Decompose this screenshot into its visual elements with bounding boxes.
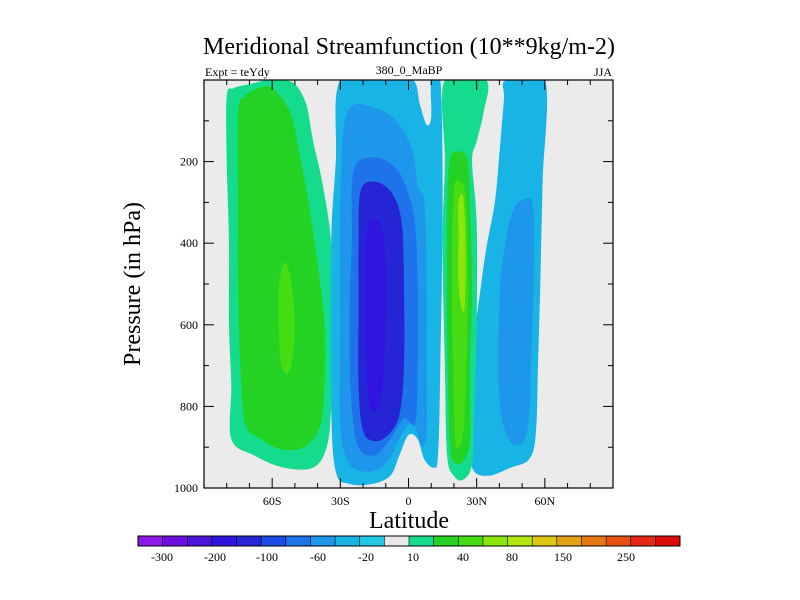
colorbar-swatch bbox=[359, 536, 385, 546]
colorbar-swatch bbox=[138, 536, 163, 546]
y-axis-label: Pressure (in hPa) bbox=[120, 202, 146, 366]
colorbar-swatch bbox=[187, 536, 213, 546]
colorbar-swatch bbox=[458, 536, 484, 546]
contour-region-7 bbox=[365, 218, 387, 413]
colorbar-label: 80 bbox=[506, 550, 518, 564]
y-tick-label: 1000 bbox=[174, 481, 198, 495]
colorbar-swatch bbox=[261, 536, 287, 546]
colorbar-swatch bbox=[384, 536, 410, 546]
colorbar-label: -200 bbox=[204, 550, 226, 564]
x-tick-label: 0 bbox=[406, 494, 412, 508]
colorbar-swatch bbox=[482, 536, 508, 546]
x-axis-ticks: 60S 30S 0 30N 60N bbox=[226, 80, 591, 508]
colorbar-swatch bbox=[606, 536, 632, 546]
x-axis-label: Latitude bbox=[369, 508, 449, 534]
colorbar-swatch bbox=[532, 536, 558, 546]
colorbar-swatch bbox=[433, 536, 459, 546]
colorbar-swatch bbox=[236, 536, 262, 546]
colorbar-swatch bbox=[409, 536, 434, 546]
colorbar-swatch bbox=[310, 536, 336, 546]
experiment-label: Expt = teYdy bbox=[205, 65, 270, 79]
colorbar-swatch bbox=[581, 536, 607, 546]
contour-region-11 bbox=[457, 80, 469, 99]
season-label: JJA bbox=[594, 65, 612, 79]
colorbar-label: -60 bbox=[310, 550, 326, 564]
y-tick-label: 800 bbox=[180, 399, 198, 413]
x-tick-label: 30S bbox=[331, 494, 350, 508]
colorbar-label: 250 bbox=[617, 550, 635, 564]
colorbar-swatch bbox=[162, 536, 188, 546]
colorbar: -300 -200 -100 -60 -20 10 40 80 150 250 bbox=[137, 535, 681, 564]
colorbar-label: -20 bbox=[358, 550, 374, 564]
colorbar-label: 10 bbox=[407, 550, 419, 564]
colorbar-swatch bbox=[556, 536, 582, 546]
colorbar-label: 150 bbox=[554, 550, 572, 564]
y-tick-label: 400 bbox=[180, 236, 198, 250]
y-tick-label: 200 bbox=[180, 155, 198, 169]
colorbar-swatch bbox=[507, 536, 533, 546]
chart-title: Meridional Streamfunction (10**9kg/m-2) bbox=[203, 34, 615, 60]
x-tick-label: 60S bbox=[263, 494, 282, 508]
y-axis-ticks: 200 400 600 800 1000 bbox=[174, 120, 613, 495]
period-label: 380_0_MaBP bbox=[376, 63, 443, 77]
contour-regions bbox=[226, 80, 548, 486]
colorbar-swatch bbox=[630, 536, 656, 546]
contour-region-1 bbox=[237, 86, 326, 451]
colorbar-swatch bbox=[655, 536, 681, 546]
colorbar-swatch bbox=[211, 536, 237, 546]
contour-region-14 bbox=[458, 193, 466, 313]
contour-region-2 bbox=[278, 262, 295, 375]
colorbar-swatch bbox=[285, 536, 311, 546]
x-tick-label: 60N bbox=[534, 494, 555, 508]
y-tick-label: 600 bbox=[180, 318, 198, 332]
colorbar-label: -300 bbox=[151, 550, 173, 564]
x-tick-label: 30N bbox=[466, 494, 487, 508]
colorbar-swatch bbox=[335, 536, 361, 546]
contour-region-9 bbox=[498, 198, 535, 446]
colorbar-label: -100 bbox=[256, 550, 278, 564]
colorbar-label: 40 bbox=[457, 550, 469, 564]
